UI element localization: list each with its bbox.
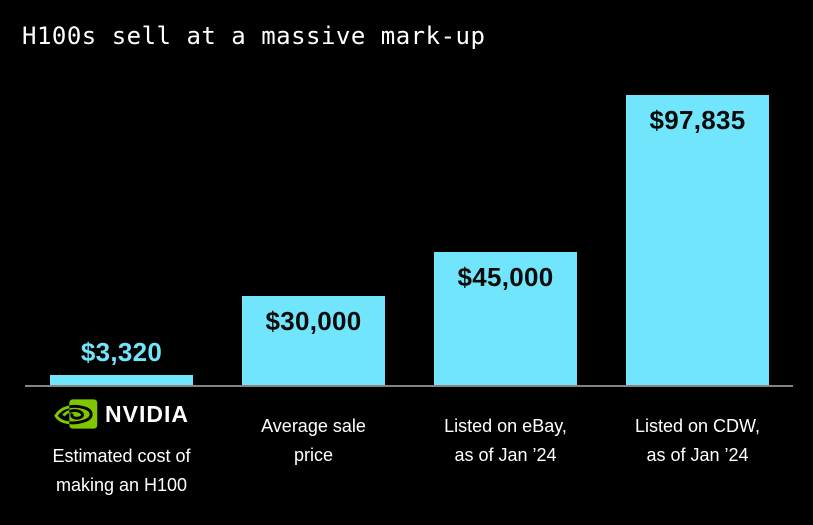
bar-value-label: $97,835 bbox=[649, 105, 746, 135]
bar bbox=[50, 375, 193, 385]
category-line: as of Jan ’24 bbox=[646, 445, 749, 465]
bar-value-label: $45,000 bbox=[457, 262, 554, 292]
bar bbox=[434, 252, 577, 385]
category-label: Average sale price bbox=[212, 399, 415, 470]
bar-value-label: $3,320 bbox=[80, 337, 163, 367]
nvidia-wordmark: NVIDIA bbox=[105, 400, 189, 427]
category-line: price bbox=[293, 445, 333, 465]
bar-value-label: $30,000 bbox=[265, 306, 362, 336]
category-line: Average sale bbox=[261, 416, 366, 436]
category-label: Listed on eBay, as of Jan ’24 bbox=[404, 399, 607, 470]
category-label: Listed on CDW, as of Jan ’24 bbox=[596, 399, 799, 470]
x-axis-line bbox=[25, 385, 793, 387]
bar-group: $97,835 Listed on CDW, as of Jan ’24 bbox=[626, 0, 769, 525]
bar bbox=[242, 296, 385, 385]
bar-group: $45,000 Listed on eBay, as of Jan ’24 bbox=[434, 0, 577, 525]
category-line: Estimated cost of bbox=[52, 446, 191, 466]
category-line: making an H100 bbox=[55, 475, 188, 495]
category-label: NVIDIA Estimated cost of making an H100 bbox=[20, 399, 223, 500]
category-line: as of Jan ’24 bbox=[454, 445, 557, 465]
bar-group: $30,000 Average sale price bbox=[242, 0, 385, 525]
category-line: Listed on CDW, bbox=[634, 416, 761, 436]
bar-group: $3,320 NVIDIA Estimated cost of making an H… bbox=[50, 0, 193, 525]
chart-title: H100s sell at a massive mark-up bbox=[22, 22, 486, 50]
category-line: Listed on eBay, bbox=[444, 416, 567, 436]
bar bbox=[626, 95, 769, 385]
nvidia-logo: NVIDIA bbox=[20, 399, 223, 429]
nvidia-eye-icon bbox=[54, 399, 98, 429]
